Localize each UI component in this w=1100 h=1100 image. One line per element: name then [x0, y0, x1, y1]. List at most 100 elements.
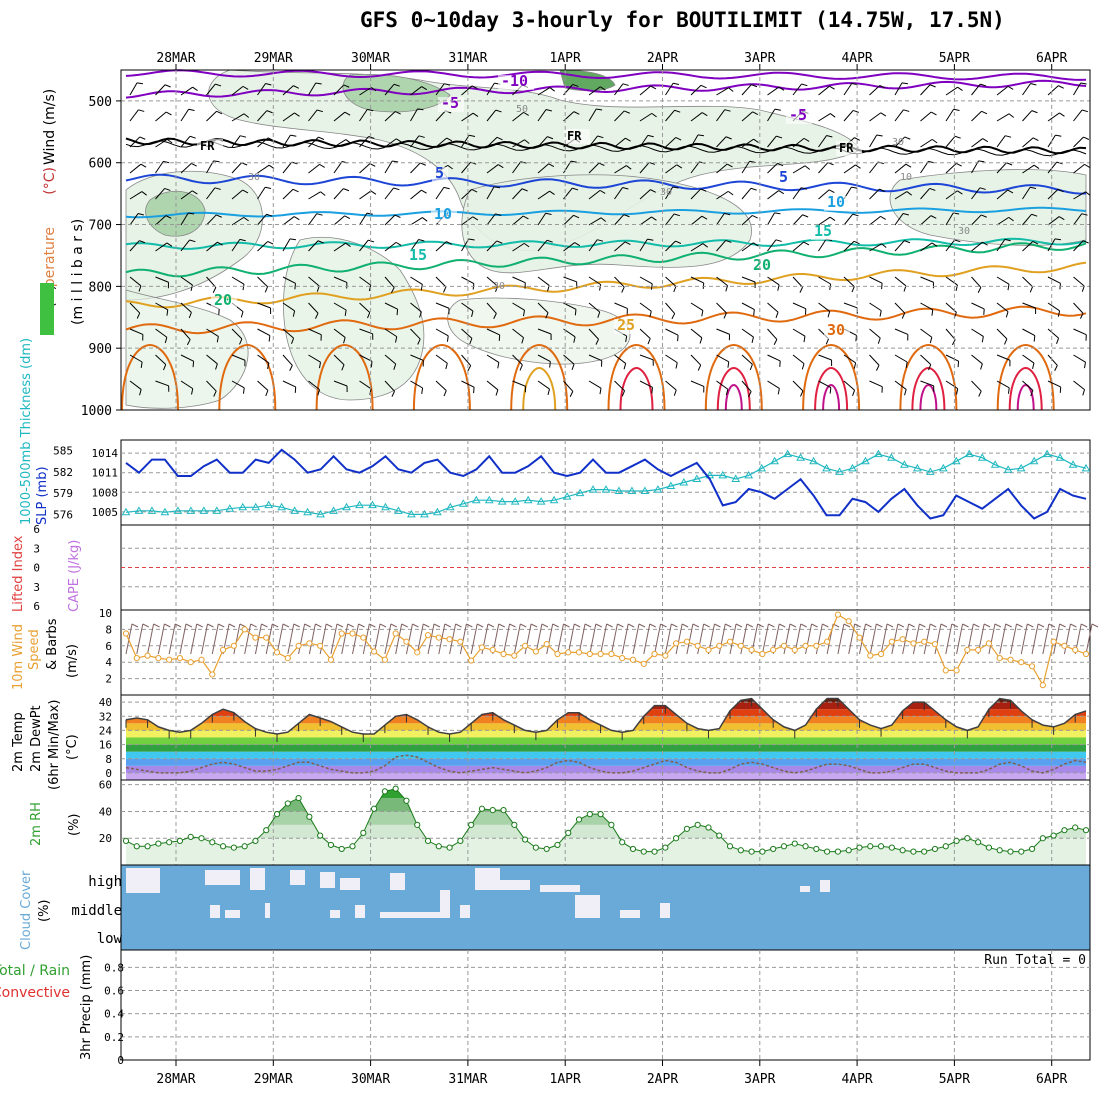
- wind10-barb-flag: [218, 623, 225, 628]
- wind10-barb-flag: [487, 623, 495, 628]
- wind-barb: [894, 328, 909, 335]
- wind-barb: [1022, 186, 1031, 200]
- rh2m-line-marker: [1072, 824, 1079, 831]
- wind-barb: [359, 212, 368, 226]
- wind-barb-flag: [217, 241, 223, 246]
- wind-barb-flag: [876, 134, 883, 137]
- thickness-line-marker: [757, 463, 767, 472]
- wind-barb-flag: [469, 338, 473, 345]
- wind-barb: [180, 302, 192, 313]
- wind-barb-flag: [444, 83, 451, 86]
- rh2m-line-marker: [705, 824, 712, 831]
- wind-barb: [971, 380, 982, 392]
- wind10-barb-flag: [412, 623, 419, 628]
- wind10-barb-flag: [983, 623, 991, 628]
- wind-barb: [333, 161, 343, 174]
- wind-barb: [1047, 161, 1058, 174]
- wind10-barb-flag: [164, 623, 171, 628]
- wind-barb: [308, 328, 322, 336]
- thickness-line-marker: [407, 509, 416, 518]
- wind-barb: [869, 243, 882, 252]
- wind-barb: [792, 187, 802, 200]
- wind-barb: [410, 380, 423, 389]
- wind10-line-marker: [1050, 638, 1057, 645]
- wind-barb: [588, 162, 600, 174]
- wind-barb: [971, 83, 981, 96]
- wind-barb: [257, 328, 271, 337]
- wind10-line-marker: [349, 630, 356, 637]
- wind-barb-flag: [1008, 113, 1015, 118]
- wind-barb: [129, 136, 141, 148]
- temp-band: [126, 758, 1086, 766]
- wind-barb-flag: [598, 162, 605, 166]
- temp-band: [126, 772, 1086, 780]
- wind-barb-flag: [472, 112, 479, 118]
- wind-barb-flag: [547, 136, 554, 140]
- wind10-barb: [330, 623, 338, 655]
- wind-barb: [537, 328, 552, 335]
- wind-barb: [996, 302, 1009, 313]
- wind-barb: [894, 380, 907, 390]
- wind-barb: [690, 243, 704, 252]
- wind10-line-marker: [597, 650, 604, 658]
- wind-barb: [1022, 354, 1035, 364]
- wind-barb-flag: [239, 238, 246, 242]
- wind-barb-flag: [929, 84, 936, 88]
- wind-barb-flag: [650, 189, 656, 193]
- upper-ytick-label: 1000: [81, 404, 112, 419]
- wind10-barb-flag: [455, 623, 462, 628]
- wind-barb: [308, 109, 318, 122]
- wind10-line-marker: [489, 646, 496, 654]
- wind-barb-flag: [368, 285, 372, 292]
- wind-barb-flag: [701, 310, 704, 317]
- wind-barb-flag: [673, 82, 680, 85]
- wind-barb-flag: [1006, 162, 1013, 166]
- wind10-line-marker: [209, 671, 216, 678]
- wind10-barb: [308, 623, 316, 655]
- temp-band: [126, 744, 1086, 752]
- wind-barb: [869, 380, 883, 388]
- wind-tick-label: 6: [105, 640, 112, 653]
- wind-barb-flag: [774, 108, 781, 111]
- isotherm-diurnal: [412, 343, 471, 411]
- wind-barb-flag: [549, 190, 555, 196]
- wind-barb: [996, 85, 1009, 96]
- wind-barb: [282, 134, 291, 148]
- rh2m-line-marker: [888, 844, 895, 851]
- wind10-line-marker: [543, 641, 550, 648]
- wind10-barb: [136, 623, 144, 655]
- wind10-barb: [740, 623, 748, 655]
- wind-barb-flag: [191, 388, 194, 395]
- wind-barb-flag: [651, 112, 657, 118]
- wind10-line-marker: [327, 656, 335, 663]
- wind-barb-flag: [549, 361, 551, 368]
- wind-barb: [665, 186, 674, 200]
- wind-barb: [869, 85, 881, 96]
- wind10-barb-flag: [1037, 623, 1045, 628]
- wind-barb: [1073, 109, 1083, 122]
- wind-barb: [257, 302, 271, 309]
- wind-barb-flag: [215, 83, 222, 87]
- wind-barb: [257, 186, 266, 200]
- isotherm-diurnal-inner: [1008, 366, 1043, 411]
- rh2m-line-marker: [468, 821, 475, 828]
- thickness-line-marker: [134, 506, 144, 514]
- wind-barb-flag: [728, 87, 734, 92]
- wind10-barb: [621, 623, 629, 655]
- wind10-barb: [211, 623, 219, 655]
- wind-barb: [588, 217, 602, 226]
- wind-barb-flag: [901, 82, 909, 85]
- isotherm-diurnal-core: [724, 383, 743, 411]
- wind-barb: [461, 85, 473, 96]
- wind-barb-flag: [136, 312, 141, 319]
- wind10-barb: [287, 623, 295, 655]
- wind-barb: [282, 302, 295, 312]
- wind-barb-flag: [189, 239, 196, 243]
- wind10-barb: [1010, 623, 1017, 655]
- temp-band: [126, 737, 1086, 745]
- wind-barb-flag: [675, 240, 682, 244]
- rh-label: 30: [248, 172, 260, 183]
- wind-barb: [716, 302, 727, 314]
- wind-barb: [1073, 380, 1085, 391]
- wind-barb-flag: [393, 363, 397, 370]
